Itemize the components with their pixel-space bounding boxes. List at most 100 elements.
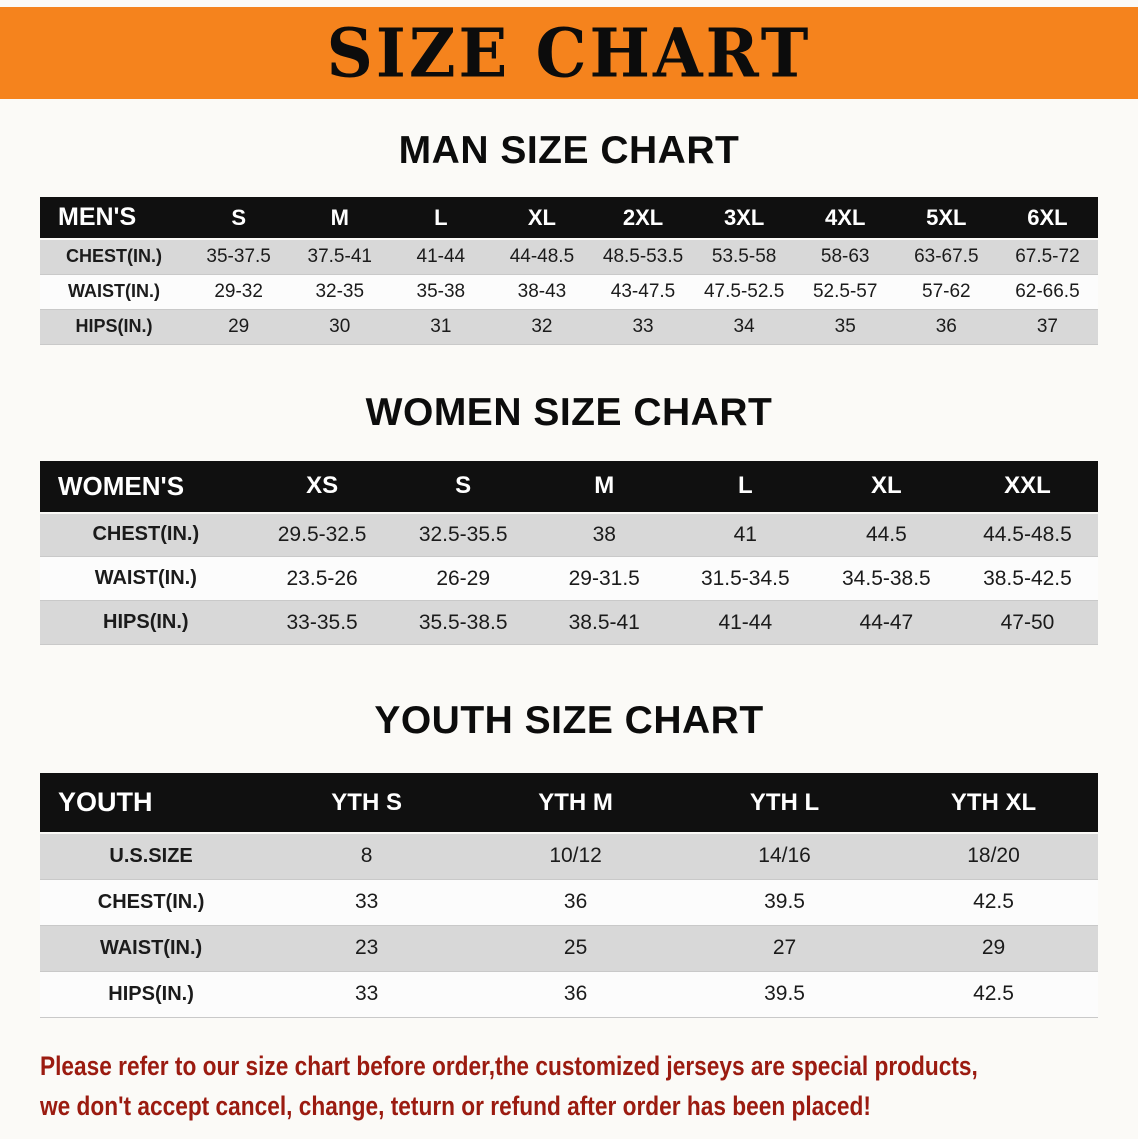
size-value: 47.5-52.5 [693, 274, 795, 310]
size-value: 34 [693, 309, 795, 345]
measurement-label: HIPS(IN.) [40, 971, 263, 1018]
size-column-header: YTH L [680, 773, 890, 834]
size-value: 48.5-53.5 [592, 239, 694, 275]
size-value: 10/12 [471, 833, 681, 880]
table-row: HIPS(IN.) 33 36 39.5 42.5 [40, 971, 1098, 1018]
measurement-label: WAIST(IN.) [40, 274, 189, 310]
size-value: 62-66.5 [996, 274, 1098, 310]
women-section-heading: WOMEN SIZE CHART [365, 390, 773, 434]
size-value: 23 [262, 925, 472, 972]
size-value: 42.5 [889, 879, 1098, 926]
size-column-header: L [390, 197, 492, 240]
size-value: 39.5 [680, 971, 890, 1018]
size-value: 30 [289, 309, 391, 345]
size-value: 31.5-34.5 [674, 556, 816, 601]
table-row: HIPS(IN.) 33-35.5 35.5-38.5 38.5-41 41-44 44-… [40, 600, 1098, 645]
table-header-row: WOMEN'S XS S M L XL XXL [40, 460, 1098, 514]
youth-size-table: YOUTH YTH S YTH M YTH L YTH XL U.S.SIZE 8 10/12… [40, 773, 1098, 1018]
size-column-header: YTH M [471, 773, 681, 834]
size-value: 37.5-41 [289, 239, 391, 275]
size-value: 38.5-41 [533, 600, 675, 645]
size-column-header: M [533, 460, 675, 514]
size-value: 44.5-48.5 [956, 512, 1098, 557]
size-column-header: XL [491, 197, 593, 240]
size-section-men: MAN SIZE CHART MEN'S S M L XL 2XL 3XL 4XL 5XL 6XL C… [0, 129, 1138, 345]
size-section-women: WOMEN SIZE CHART WOMEN'S XS S M L XL XXL CHEST(I… [0, 390, 1138, 645]
table-row: WAIST(IN.) 23.5-26 26-29 29-31.5 31.5-34.5 34… [40, 556, 1098, 601]
group-label: WOMEN'S [40, 460, 252, 514]
measurement-label: CHEST(IN.) [40, 512, 252, 557]
size-value: 42.5 [889, 971, 1098, 1018]
size-column-header: 3XL [693, 197, 795, 240]
table-row: HIPS(IN.) 29 30 31 32 33 34 35 36 37 [40, 309, 1098, 345]
table-row: WAIST(IN.) 29-32 32-35 35-38 38-43 43-47.5 47.… [40, 274, 1098, 310]
size-value: 35 [794, 309, 896, 345]
size-column-header: M [289, 197, 391, 240]
table-header-row: MEN'S S M L XL 2XL 3XL 4XL 5XL 6XL [40, 197, 1098, 240]
measurement-label: HIPS(IN.) [40, 600, 252, 645]
group-label: YOUTH [40, 773, 263, 834]
size-column-header: XL [815, 460, 957, 514]
disclaimer-line-2: we don't accept cancel, change, teturn o… [40, 1091, 871, 1121]
size-value: 41-44 [674, 600, 816, 645]
youth-section-heading: YOUTH SIZE CHART [374, 699, 764, 742]
size-column-header: S [392, 460, 534, 514]
size-column-header: 2XL [592, 197, 694, 240]
page-title: SIZE CHART [326, 13, 812, 93]
size-value: 44.5 [815, 512, 957, 557]
table-header-row: YOUTH YTH S YTH M YTH L YTH XL [40, 773, 1098, 834]
measurement-label: HIPS(IN.) [40, 309, 189, 345]
size-value: 32.5-35.5 [392, 512, 534, 557]
size-value: 31 [390, 309, 492, 345]
size-column-header: YTH XL [889, 773, 1098, 834]
size-value: 35-37.5 [188, 239, 290, 275]
size-value: 32-35 [289, 274, 391, 310]
table-row: CHEST(IN.) 35-37.5 37.5-41 41-44 44-48.5 48.5… [40, 239, 1098, 275]
size-value: 27 [680, 925, 890, 972]
size-value: 18/20 [889, 833, 1098, 880]
size-column-header: L [674, 460, 816, 514]
size-value: 26-29 [392, 556, 534, 601]
size-value: 33-35.5 [251, 600, 393, 645]
size-value: 33 [262, 971, 472, 1018]
table-row: U.S.SIZE 8 10/12 14/16 18/20 [40, 833, 1098, 880]
size-value: 44-47 [815, 600, 957, 645]
size-value: 23.5-26 [251, 556, 393, 601]
measurement-label: U.S.SIZE [40, 833, 263, 880]
size-value: 43-47.5 [592, 274, 694, 310]
size-value: 29 [188, 309, 290, 345]
table-row: CHEST(IN.) 29.5-32.5 32.5-35.5 38 41 44.5 44.5… [40, 512, 1098, 557]
size-value: 33 [592, 309, 694, 345]
size-value: 14/16 [680, 833, 890, 880]
size-value: 41 [674, 512, 816, 557]
size-value: 57-62 [895, 274, 997, 310]
measurement-label: CHEST(IN.) [40, 239, 189, 275]
size-value: 47-50 [956, 600, 1098, 645]
size-value: 41-44 [390, 239, 492, 275]
size-value: 35.5-38.5 [392, 600, 534, 645]
group-label: MEN'S [40, 197, 189, 240]
size-value: 63-67.5 [895, 239, 997, 275]
size-value: 29-31.5 [533, 556, 675, 601]
size-value: 36 [471, 971, 681, 1018]
men-size-table: MEN'S S M L XL 2XL 3XL 4XL 5XL 6XL CHEST(IN.) 35-37… [40, 197, 1098, 345]
men-section-heading: MAN SIZE CHART [398, 129, 740, 172]
size-value: 29 [889, 925, 1098, 972]
size-value: 37 [996, 309, 1098, 345]
size-chart-banner: SIZE CHART [0, 7, 1138, 99]
size-column-header: XXL [956, 460, 1098, 514]
size-column-header: 6XL [996, 197, 1098, 240]
size-value: 34.5-38.5 [815, 556, 957, 601]
size-value: 58-63 [794, 239, 896, 275]
measurement-label: WAIST(IN.) [40, 925, 263, 972]
size-value: 53.5-58 [693, 239, 795, 275]
size-value: 67.5-72 [996, 239, 1098, 275]
size-value: 29-32 [188, 274, 290, 310]
table-row: WAIST(IN.) 23 25 27 29 [40, 925, 1098, 972]
size-value: 52.5-57 [794, 274, 896, 310]
size-column-header: XS [251, 460, 393, 514]
size-chart-sections: MAN SIZE CHART MEN'S S M L XL 2XL 3XL 4XL 5XL 6XL C… [0, 129, 1138, 1018]
size-value: 39.5 [680, 879, 890, 926]
size-value: 29.5-32.5 [251, 512, 393, 557]
size-section-youth: YOUTH SIZE CHART YOUTH YTH S YTH M YTH L YTH … [0, 699, 1138, 1018]
